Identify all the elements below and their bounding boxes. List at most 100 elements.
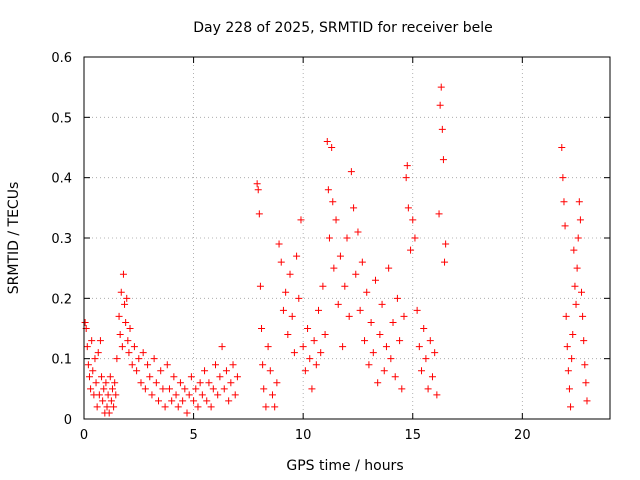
data-point <box>196 379 204 387</box>
data-point <box>299 343 307 351</box>
y-tick-label: 0.4 <box>51 172 72 187</box>
data-point <box>329 198 337 206</box>
data-point <box>564 367 572 375</box>
data-point <box>212 361 219 369</box>
data-point <box>266 367 274 375</box>
data-point <box>107 397 115 405</box>
data-point <box>128 361 136 369</box>
data-point <box>304 325 312 332</box>
data-point <box>286 270 294 278</box>
data-point <box>310 337 318 345</box>
data-point <box>96 337 104 345</box>
data-point <box>389 318 397 326</box>
data-point <box>295 294 303 302</box>
data-point <box>334 300 342 308</box>
data-point <box>343 234 351 242</box>
data-point <box>571 282 579 290</box>
data-point <box>225 397 233 405</box>
data-point <box>255 210 263 218</box>
data-point <box>87 385 95 393</box>
data-point <box>144 361 152 369</box>
data-point <box>137 379 145 387</box>
data-point <box>438 125 446 133</box>
data-point <box>407 246 415 254</box>
data-point <box>345 312 353 320</box>
data-point <box>398 385 406 393</box>
data-point <box>426 337 434 345</box>
data-point <box>288 312 296 320</box>
data-point <box>396 337 404 345</box>
data-point <box>581 361 589 369</box>
data-point <box>155 397 163 405</box>
data-point <box>105 409 113 417</box>
data-point <box>216 373 224 381</box>
data-point <box>203 397 211 405</box>
data-point <box>161 403 169 411</box>
data-point <box>572 300 580 308</box>
data-point <box>277 258 285 266</box>
data-point <box>387 355 395 363</box>
data-point <box>273 379 281 387</box>
data-point <box>111 379 119 387</box>
data-point <box>106 373 114 381</box>
data-point <box>100 385 108 393</box>
x-tick-label: 5 <box>189 428 197 443</box>
data-point <box>192 385 200 393</box>
data-point <box>152 379 160 387</box>
data-point <box>400 312 408 320</box>
data-point <box>578 288 586 296</box>
data-point <box>435 210 443 218</box>
data-point <box>365 361 373 369</box>
data-point <box>391 373 399 381</box>
y-tick-label: 0.6 <box>51 51 72 66</box>
data-point <box>81 318 89 326</box>
data-point <box>233 373 241 381</box>
data-point <box>352 270 360 278</box>
data-point <box>222 367 230 375</box>
data-point <box>380 367 388 375</box>
data-point <box>330 264 338 272</box>
data-point <box>198 391 206 399</box>
data-point <box>297 216 305 224</box>
data-point <box>576 216 584 224</box>
data-point <box>420 325 428 332</box>
data-point <box>415 343 423 351</box>
data-point <box>139 349 147 357</box>
data-point <box>159 385 167 393</box>
data-point <box>201 367 209 375</box>
data-point <box>332 216 340 224</box>
data-point <box>575 198 583 206</box>
data-point <box>126 325 134 332</box>
x-tick-label: 0 <box>80 428 88 443</box>
data-point <box>436 101 444 109</box>
data-point <box>369 349 377 357</box>
data-point <box>118 343 126 351</box>
data-point <box>378 300 386 308</box>
data-point <box>284 331 292 339</box>
y-tick-label: 0.3 <box>51 232 72 247</box>
data-point <box>194 403 202 411</box>
data-point <box>121 300 129 308</box>
data-point <box>324 186 332 194</box>
data-point <box>290 349 298 357</box>
data-point <box>135 355 143 363</box>
data-point <box>115 312 123 320</box>
data-point <box>561 222 569 230</box>
data-point <box>148 391 156 399</box>
data-point <box>319 282 327 290</box>
data-point <box>253 180 261 188</box>
data-point <box>350 204 358 212</box>
data-point <box>94 349 102 357</box>
data-point <box>363 288 371 296</box>
data-point <box>336 252 344 260</box>
data-point <box>220 385 228 393</box>
data-point <box>315 306 323 314</box>
data-point <box>227 379 235 387</box>
data-point <box>428 373 436 381</box>
data-point <box>341 282 349 290</box>
data-point <box>433 391 441 399</box>
data-point <box>102 379 110 387</box>
data-point <box>393 294 401 302</box>
data-point <box>374 379 382 387</box>
data-point <box>93 403 101 411</box>
